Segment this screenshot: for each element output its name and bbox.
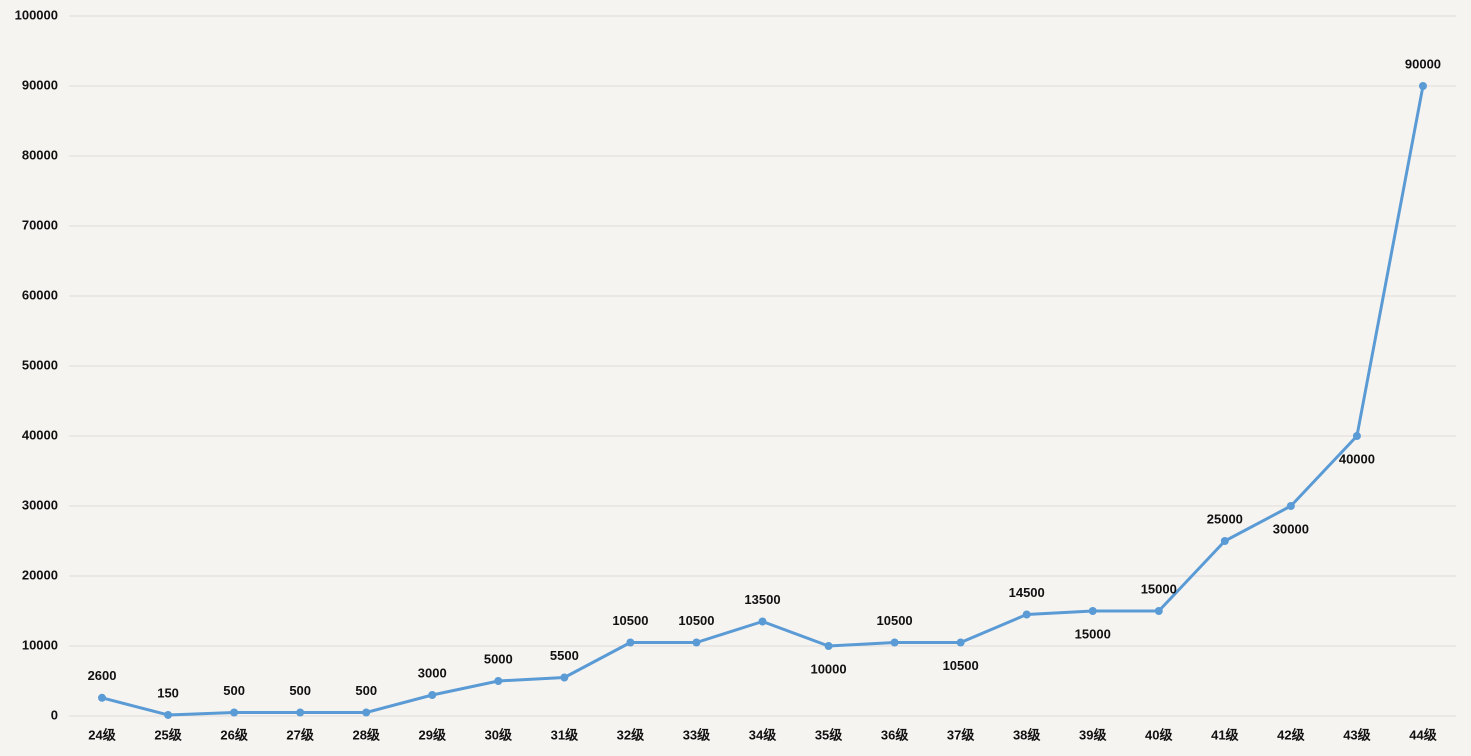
point (1286, 502, 1295, 510)
data-label: 90000 (1405, 56, 1441, 71)
data-label: 2600 (88, 668, 117, 683)
point (758, 617, 767, 626)
point (626, 638, 635, 647)
data-label: 3000 (418, 665, 447, 680)
point (824, 642, 833, 650)
x-tick-label: 42级 (1277, 727, 1305, 742)
point (1220, 537, 1229, 545)
x-tick-label: 37级 (947, 727, 975, 742)
point (164, 710, 173, 719)
point (560, 673, 569, 682)
data-label: 500 (223, 683, 245, 698)
x-tick-label: 41级 (1211, 727, 1239, 742)
y-tick-label: 10000 (22, 637, 58, 652)
point (428, 691, 437, 699)
x-tick-label: 32级 (617, 727, 645, 742)
point (692, 638, 701, 647)
y-tick-label: 40000 (22, 427, 58, 442)
data-label: 10500 (612, 613, 648, 628)
y-tick-label: 80000 (22, 147, 58, 162)
data-label: 10500 (943, 658, 979, 673)
x-tick-label: 25级 (154, 727, 182, 742)
point (1154, 607, 1163, 615)
x-tick-label: 28级 (352, 727, 380, 742)
x-tick-label: 26级 (220, 727, 248, 742)
x-tick-label: 36级 (881, 727, 909, 742)
data-label: 14500 (1009, 585, 1045, 600)
point (1418, 82, 1427, 90)
data-label: 5500 (550, 648, 579, 663)
y-tick-label: 50000 (22, 357, 58, 372)
x-tick-label: 33级 (683, 727, 711, 742)
y-tick-label: 90000 (22, 77, 58, 92)
data-label: 15000 (1141, 581, 1177, 596)
data-label: 40000 (1339, 451, 1375, 466)
point (956, 638, 965, 647)
data-label: 10000 (810, 661, 846, 676)
x-tick-label: 34级 (749, 727, 777, 742)
data-label: 30000 (1273, 521, 1309, 536)
point (1088, 607, 1097, 615)
point (296, 708, 305, 717)
point (494, 677, 503, 685)
y-tick-label: 60000 (22, 287, 58, 302)
data-label: 13500 (744, 592, 780, 607)
data-label: 10500 (877, 613, 913, 628)
x-tick-label: 38级 (1013, 727, 1041, 742)
y-tick-label: 20000 (22, 567, 58, 582)
point (362, 708, 371, 717)
x-tick-label: 27级 (286, 727, 314, 742)
data-label: 500 (355, 683, 377, 698)
y-tick-label: 30000 (22, 497, 58, 512)
y-tick-label: 70000 (22, 217, 58, 232)
point (98, 693, 107, 702)
x-tick-label: 43级 (1343, 727, 1371, 742)
point (890, 638, 899, 647)
data-label: 150 (157, 685, 179, 700)
x-tick-label: 30级 (485, 727, 513, 742)
x-tick-label: 40级 (1145, 727, 1173, 742)
x-tick-label: 35级 (815, 727, 843, 742)
data-label: 25000 (1207, 511, 1243, 526)
y-tick-label: 100000 (15, 7, 58, 22)
y-tick-label: 0 (51, 707, 58, 722)
point (230, 708, 239, 717)
x-tick-label: 39级 (1079, 727, 1107, 742)
data-label: 15000 (1075, 626, 1111, 641)
x-tick-label: 44级 (1409, 727, 1437, 742)
point (1352, 432, 1361, 440)
x-tick-label: 24级 (88, 727, 116, 742)
x-tick-label: 29级 (419, 727, 447, 742)
point (1022, 610, 1031, 619)
data-label: 10500 (678, 613, 714, 628)
data-label: 500 (289, 683, 311, 698)
x-tick-label: 31级 (551, 727, 579, 742)
data-label: 5000 (484, 651, 513, 666)
